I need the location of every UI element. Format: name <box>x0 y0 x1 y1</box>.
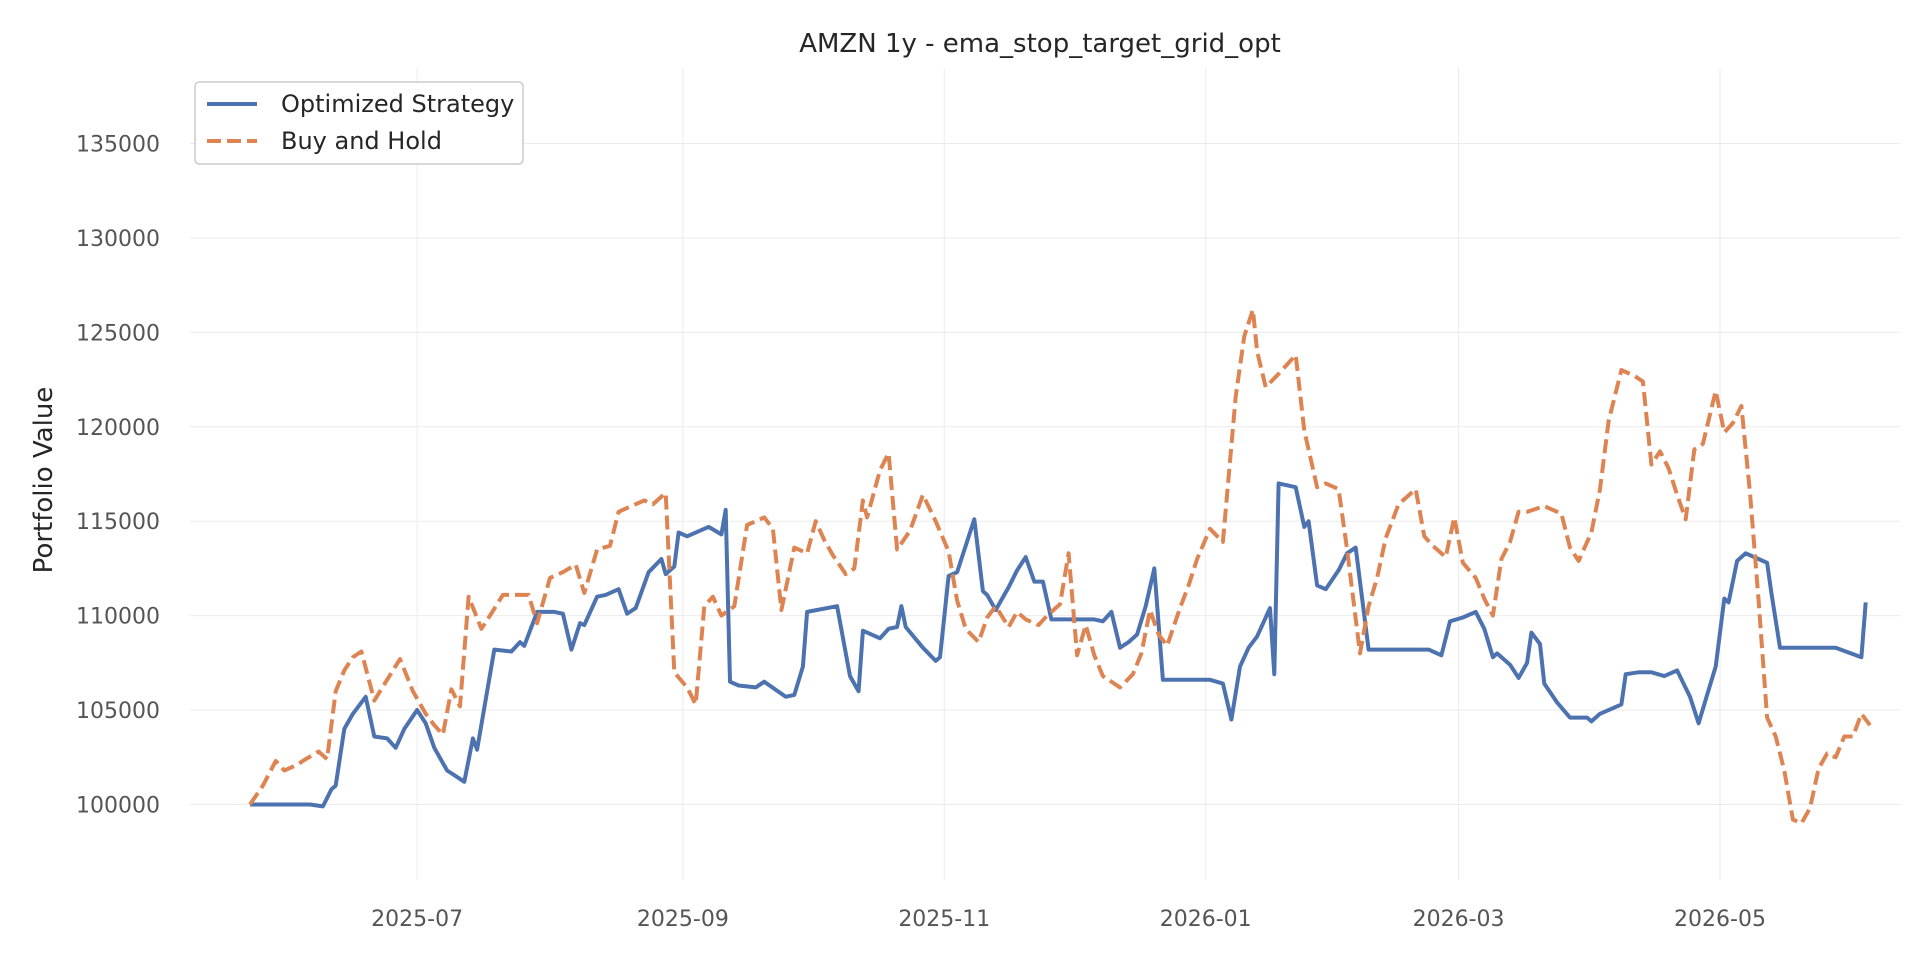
y-tick-label: 120000 <box>76 416 160 441</box>
x-tick-label: 2026-03 <box>1413 907 1505 932</box>
y-tick-label: 130000 <box>76 227 160 252</box>
y-tick-label: 125000 <box>76 321 160 346</box>
series-line-buy-and-hold <box>248 307 1872 826</box>
series-line-optimized-strategy <box>250 481 1868 809</box>
series-group <box>248 307 1872 826</box>
y-tick-label: 100000 <box>76 793 160 818</box>
y-tick-label: 135000 <box>76 133 160 158</box>
x-tick-label: 2026-01 <box>1160 907 1252 932</box>
y-axis-ticks: 100000 105000 110000 115000 120000 125000 1300… <box>76 133 160 819</box>
y-tick-label: 105000 <box>76 699 160 724</box>
chart-title: AMZN 1y - ema_stop_target_grid_opt <box>799 29 1281 59</box>
x-tick-label: 2025-11 <box>898 907 990 932</box>
legend-box <box>194 81 524 165</box>
y-tick-label: 110000 <box>76 605 160 630</box>
x-tick-label: 2025-07 <box>371 907 463 932</box>
x-axis-ticks: 2025-07 2025-09 2025-11 2026-01 2026-03 2026-… <box>371 907 1766 932</box>
legend-label: Optimized Strategy <box>281 90 514 118</box>
legend: Optimized Strategy Buy and Hold <box>194 81 524 165</box>
x-tick-label: 2025-09 <box>637 907 729 932</box>
y-tick-label: 115000 <box>76 510 160 535</box>
x-tick-label: 2026-05 <box>1674 907 1766 932</box>
legend-label: Buy and Hold <box>281 127 442 155</box>
y-axis-label: Portfolio Value <box>29 387 59 574</box>
